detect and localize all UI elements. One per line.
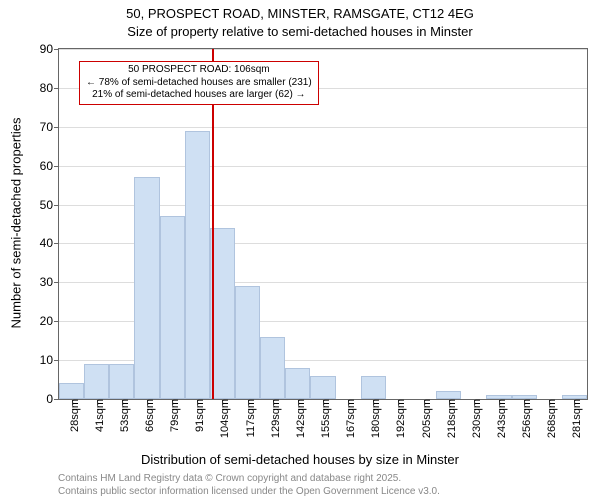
chart-title-line2: Size of property relative to semi-detach… xyxy=(0,24,600,39)
histogram-bar xyxy=(134,177,159,399)
x-tick-label: 281sqm xyxy=(565,399,583,438)
histogram-bar xyxy=(59,383,84,399)
x-tick-label: 167sqm xyxy=(339,399,357,438)
chart-footer: Contains HM Land Registry data © Crown c… xyxy=(58,472,440,498)
histogram-bar xyxy=(84,364,109,399)
x-tick-label: 230sqm xyxy=(465,399,483,438)
y-tick-label: 90 xyxy=(40,42,59,56)
y-tick-label: 20 xyxy=(40,314,59,328)
y-axis-title: Number of semi-detached properties xyxy=(9,118,24,329)
grid-line xyxy=(59,49,587,50)
x-tick-label: 142sqm xyxy=(289,399,307,438)
y-tick-label: 50 xyxy=(40,198,59,212)
property-size-chart: 50, PROSPECT ROAD, MINSTER, RAMSGATE, CT… xyxy=(0,0,600,500)
histogram-bar xyxy=(310,376,335,399)
histogram-bar xyxy=(185,131,210,399)
x-tick-label: 256sqm xyxy=(515,399,533,438)
x-tick-label: 53sqm xyxy=(113,399,131,432)
histogram-bar xyxy=(361,376,386,399)
annotation-line: 50 PROSPECT ROAD: 106sqm xyxy=(86,64,312,77)
x-tick-label: 268sqm xyxy=(540,399,558,438)
histogram-bar xyxy=(235,286,260,399)
x-tick-label: 218sqm xyxy=(440,399,458,438)
chart-title-line1: 50, PROSPECT ROAD, MINSTER, RAMSGATE, CT… xyxy=(0,6,600,21)
x-tick-label: 41sqm xyxy=(88,399,106,432)
y-tick-label: 10 xyxy=(40,353,59,367)
x-tick-label: 205sqm xyxy=(415,399,433,438)
annotation-line: 21% of semi-detached houses are larger (… xyxy=(86,89,312,102)
x-tick-label: 104sqm xyxy=(213,399,231,438)
x-tick-label: 117sqm xyxy=(239,399,257,437)
y-tick-label: 60 xyxy=(40,159,59,173)
histogram-bar xyxy=(109,364,134,399)
y-tick-label: 80 xyxy=(40,81,59,95)
x-tick-label: 91sqm xyxy=(188,399,206,432)
annotation-box: 50 PROSPECT ROAD: 106sqm← 78% of semi-de… xyxy=(79,61,319,105)
x-axis-title: Distribution of semi-detached houses by … xyxy=(0,452,600,467)
histogram-bar xyxy=(160,216,185,399)
footer-line1: Contains HM Land Registry data © Crown c… xyxy=(58,472,440,485)
histogram-bar xyxy=(260,337,285,399)
y-tick-label: 70 xyxy=(40,120,59,134)
y-tick-label: 40 xyxy=(40,236,59,250)
x-tick-label: 66sqm xyxy=(138,399,156,432)
y-tick-label: 30 xyxy=(40,275,59,289)
footer-line2: Contains public sector information licen… xyxy=(58,485,440,498)
grid-line xyxy=(59,166,587,167)
grid-line xyxy=(59,127,587,128)
y-tick-label: 0 xyxy=(46,392,59,406)
x-tick-label: 180sqm xyxy=(364,399,382,438)
x-tick-label: 28sqm xyxy=(63,399,81,432)
x-tick-label: 79sqm xyxy=(163,399,181,432)
x-tick-label: 192sqm xyxy=(389,399,407,438)
plot-area: 010203040506070809028sqm41sqm53sqm66sqm7… xyxy=(58,48,588,400)
histogram-bar xyxy=(436,391,461,399)
x-tick-label: 243sqm xyxy=(490,399,508,438)
x-tick-label: 129sqm xyxy=(264,399,282,438)
histogram-bar xyxy=(285,368,310,399)
x-tick-label: 155sqm xyxy=(314,399,332,438)
annotation-line: ← 78% of semi-detached houses are smalle… xyxy=(86,77,312,90)
